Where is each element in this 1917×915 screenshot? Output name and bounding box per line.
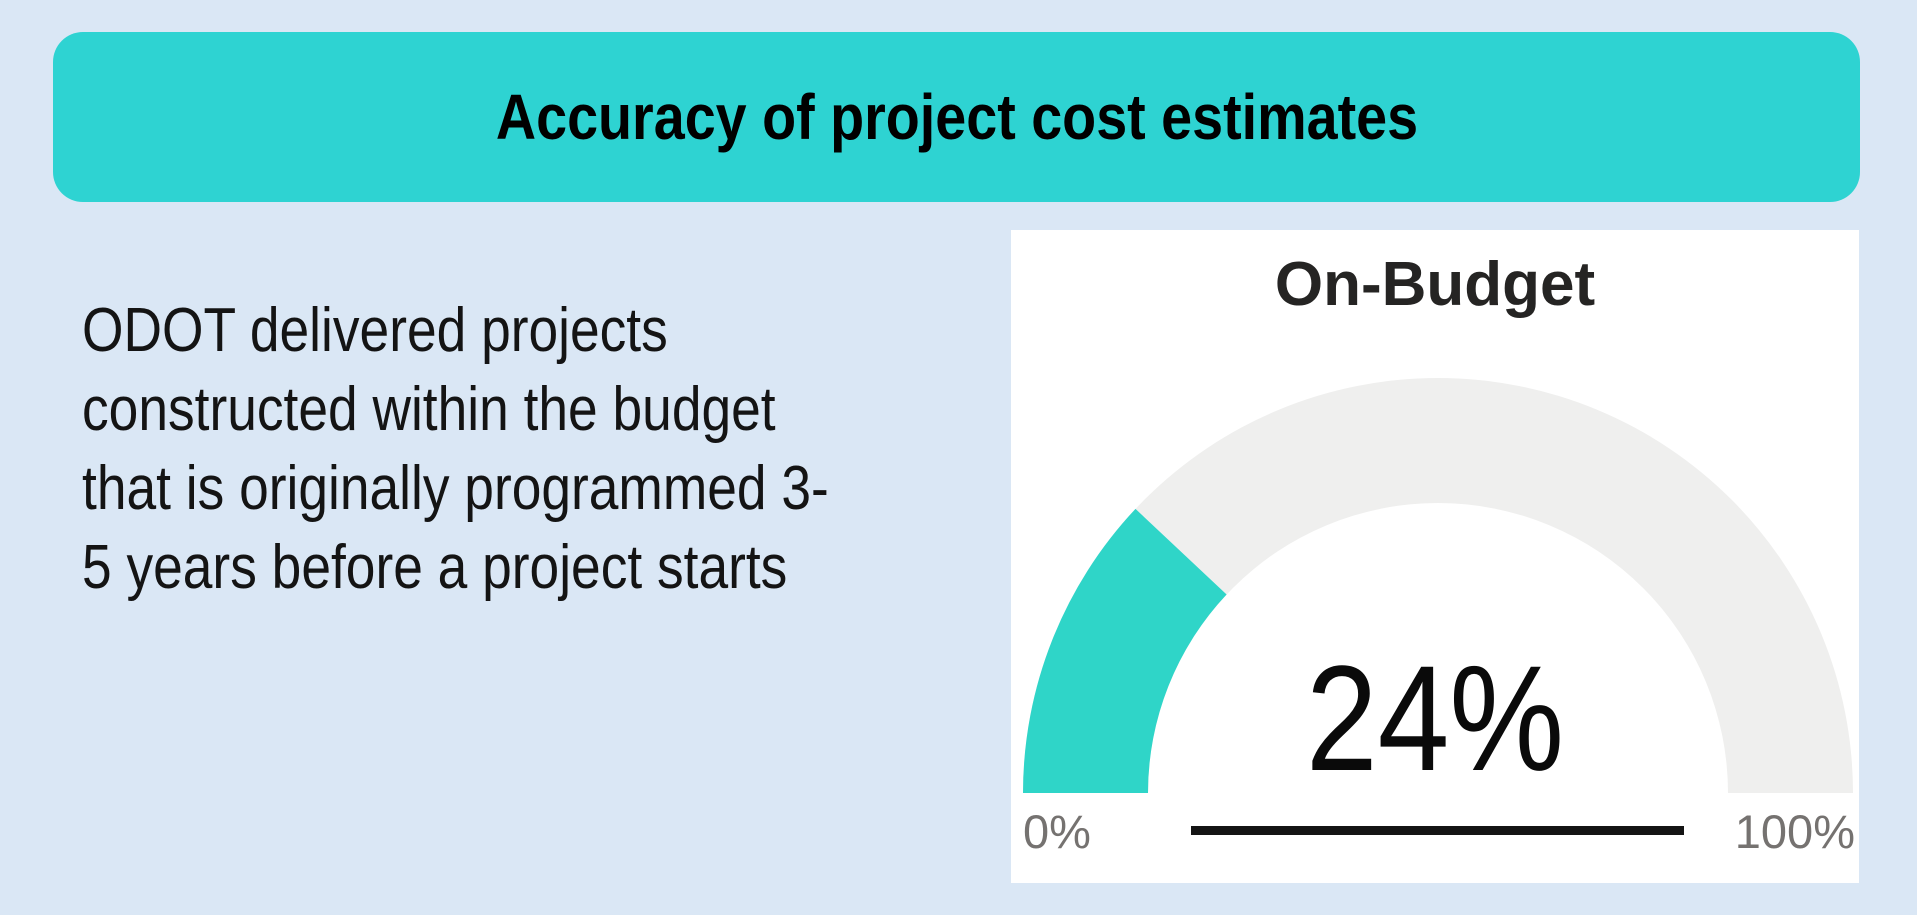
gauge-track-arc <box>1023 378 1853 793</box>
description-line: 5 years before a project starts <box>82 533 788 602</box>
page-title: Accuracy of project cost estimates <box>495 81 1418 153</box>
description-line: ODOT delivered projects <box>82 296 668 365</box>
gauge-max-label: 100% <box>1734 805 1855 858</box>
description-line: constructed within the budget <box>82 375 776 444</box>
gauge-title: On-Budget <box>1274 249 1596 319</box>
gauge-chart <box>1023 378 1853 793</box>
header-banner: Accuracy of project cost estimates <box>53 32 1860 202</box>
description-line: that is originally programmed 3- <box>82 454 829 523</box>
gauge-card: On-Budget 24% 0% 100% <box>1011 230 1859 883</box>
gauge-min-label: 0% <box>1023 805 1091 858</box>
gauge-underline-rule <box>1191 826 1684 835</box>
gauge-value-arc <box>1023 508 1227 793</box>
gauge-callout-value: 24% <box>1305 633 1565 802</box>
description-block: ODOT delivered projects constructed with… <box>82 291 1022 607</box>
